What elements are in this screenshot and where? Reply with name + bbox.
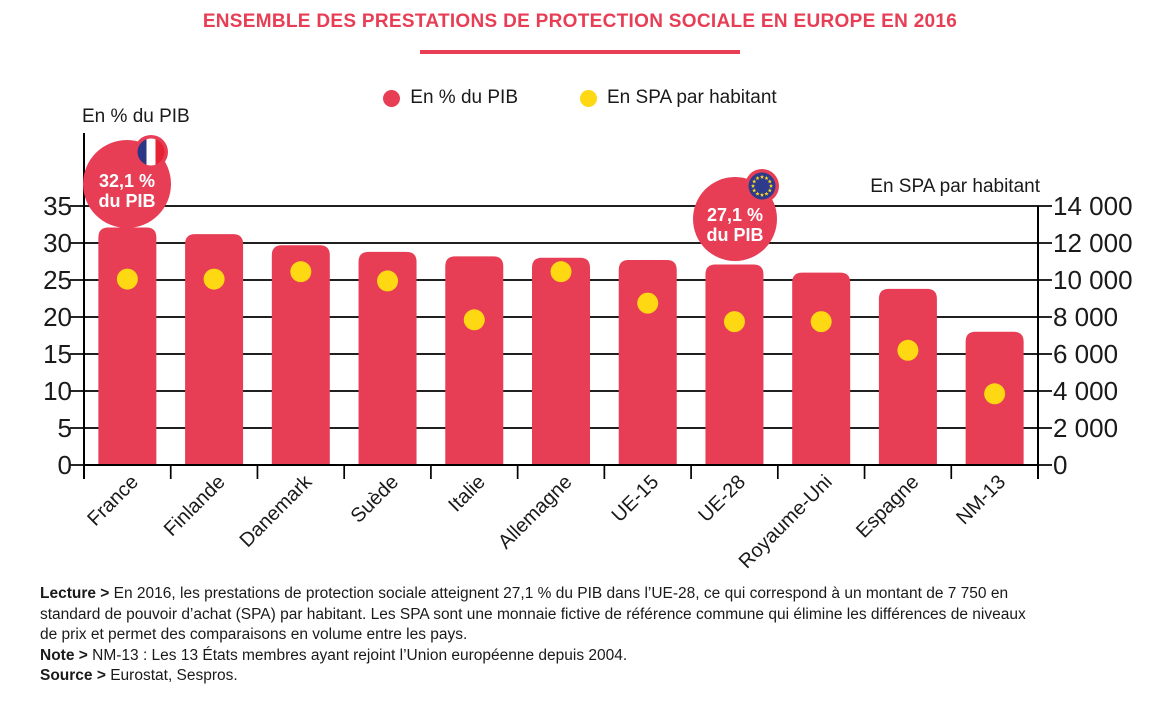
x-axis-label-Finlande: Finlande bbox=[160, 471, 230, 541]
x-axis-label-Danemark: Danemark bbox=[236, 470, 317, 551]
left-tick-label-15: 15 bbox=[43, 339, 72, 369]
spa-dot-NM-13 bbox=[984, 383, 1006, 405]
eu-star-icon bbox=[752, 188, 757, 193]
note-text: Note > NM-13 : Les 13 États membres ayan… bbox=[40, 646, 1120, 667]
footer-notes: Lecture > En 2016, les prestations de pr… bbox=[40, 584, 1120, 687]
annotation-france-unit: du PIB bbox=[98, 191, 156, 211]
spa-dot-Allemagne bbox=[550, 261, 572, 283]
title-underline bbox=[420, 50, 740, 54]
x-axis-label-Espagne: Espagne bbox=[852, 471, 923, 542]
bar-Espagne bbox=[878, 288, 937, 465]
lecture-line-3: de prix et permet des comparaisons en vo… bbox=[40, 626, 468, 644]
eu-star-icon bbox=[767, 188, 772, 193]
spa-dot-Espagne bbox=[897, 339, 919, 361]
legend-label-spa: En SPA par habitant bbox=[607, 87, 777, 108]
x-axis-label-NM-13: NM-13 bbox=[952, 471, 1010, 529]
bar-UE-15 bbox=[618, 260, 677, 465]
legend-dot-red-icon bbox=[383, 89, 401, 107]
bar-France bbox=[98, 227, 157, 465]
chart-plot-area: 0 5 10 15 20 25 30 35 0 2 000 4 000 6 000 8 000 10 00… bbox=[43, 133, 1133, 573]
source-text: Source > Eurostat, Sespros. bbox=[40, 666, 1120, 687]
legend-item-pib: En % du PIB bbox=[383, 87, 518, 109]
eu-star-icon bbox=[764, 176, 769, 180]
eu-star-icon bbox=[752, 179, 757, 184]
x-axis-label-Suède: Suède bbox=[347, 471, 403, 527]
legend-label-pib: En % du PIB bbox=[410, 87, 518, 108]
right-tick-label-0: 0 bbox=[1053, 450, 1067, 480]
legend-item-spa: En SPA par habitant bbox=[580, 87, 777, 109]
right-tick-label-1: 2 000 bbox=[1053, 413, 1118, 443]
eu-star-icon bbox=[759, 192, 765, 197]
lecture-line-1: En 2016, les prestations de protection s… bbox=[113, 585, 1009, 602]
right-tick-label-7: 14 000 bbox=[1053, 191, 1133, 221]
bar-Allemagne bbox=[532, 257, 590, 465]
note-body: NM-13 : Les 13 États membres ayant rejoi… bbox=[92, 646, 628, 664]
x-axis-label-Italie: Italie bbox=[444, 471, 489, 516]
eu-star-icon bbox=[767, 179, 772, 184]
source-label: Source > bbox=[40, 667, 106, 685]
spa-dot-UE-28 bbox=[723, 311, 745, 333]
left-tick-label-0: 0 bbox=[58, 450, 72, 480]
bar-Italie bbox=[445, 256, 504, 465]
annotation-ue28-unit: du PIB bbox=[706, 225, 764, 245]
x-axis-label-Royaume-Uni: Royaume-Uni bbox=[735, 471, 837, 573]
x-axis-label-UE-15: UE-15 bbox=[608, 471, 664, 527]
legend-dot-yellow-icon bbox=[580, 89, 597, 107]
right-tick-label-6: 12 000 bbox=[1053, 228, 1133, 258]
annotation-bubble-ue28: 27,1 % du PIB bbox=[693, 169, 779, 261]
chart-legend: En % du PIB En SPA par habitant bbox=[0, 87, 1160, 109]
spa-dot-Italie bbox=[463, 309, 485, 331]
left-tick-label-10: 10 bbox=[43, 376, 72, 406]
spa-dot-Danemark bbox=[290, 261, 312, 283]
bar-Danemark bbox=[271, 245, 330, 465]
spa-dot-Royaume-Uni bbox=[810, 311, 832, 333]
eu-star-icon bbox=[764, 191, 769, 196]
annotation-bubble-france: 32,1 % du PIB bbox=[83, 135, 171, 228]
bar-Finlande bbox=[185, 234, 244, 465]
france-flag-icon bbox=[133, 134, 169, 174]
spa-dot-Suède bbox=[377, 270, 399, 292]
spa-dot-UE-15 bbox=[637, 292, 659, 314]
left-tick-label-25: 25 bbox=[43, 265, 72, 295]
bar-Royaume-Uni bbox=[792, 272, 851, 465]
eu-star-icon bbox=[755, 176, 760, 180]
x-axis-label-UE-28: UE-28 bbox=[694, 471, 750, 527]
left-tick-label-20: 20 bbox=[43, 302, 72, 332]
eu-star-icon bbox=[759, 174, 765, 179]
source-body: Eurostat, Sespros. bbox=[110, 667, 238, 685]
spa-dot-Finlande bbox=[203, 268, 225, 290]
x-axis-label-France: France bbox=[83, 471, 143, 531]
left-tick-label-5: 5 bbox=[58, 413, 72, 443]
chart-title: ENSEMBLE DES PRESTATIONS DE PROTECTION S… bbox=[202, 11, 958, 32]
spa-dot-France bbox=[116, 268, 138, 290]
right-tick-label-5: 10 000 bbox=[1053, 265, 1133, 295]
bar-UE-28 bbox=[705, 264, 764, 465]
lecture-line-2: standard de pouvoir d’achat (SPA) par ha… bbox=[40, 605, 1026, 623]
right-tick-label-2: 4 000 bbox=[1053, 376, 1118, 406]
eu-star-icon bbox=[768, 183, 774, 188]
right-tick-label-4: 8 000 bbox=[1053, 302, 1118, 332]
eu-star-icon bbox=[750, 183, 756, 188]
lecture-label: Lecture > bbox=[40, 585, 110, 602]
note-label: Note > bbox=[40, 646, 88, 664]
right-tick-label-3: 6 000 bbox=[1053, 339, 1118, 369]
eu-flag-icon bbox=[744, 168, 780, 208]
annotation-ue28-value: 27,1 % bbox=[706, 205, 764, 225]
lecture-text: Lecture > En 2016, les prestations de pr… bbox=[40, 584, 1120, 646]
left-tick-label-35: 35 bbox=[43, 191, 72, 221]
right-axis-title: En SPA par habitant bbox=[870, 176, 1040, 197]
bar-Suède bbox=[358, 251, 417, 465]
x-axis-label-Allemagne: Allemagne bbox=[494, 471, 576, 553]
annotation-france-value: 32,1 % bbox=[98, 171, 156, 191]
left-tick-label-30: 30 bbox=[43, 228, 72, 258]
left-axis-title: En % du PIB bbox=[82, 106, 190, 127]
eu-star-icon bbox=[755, 191, 760, 196]
